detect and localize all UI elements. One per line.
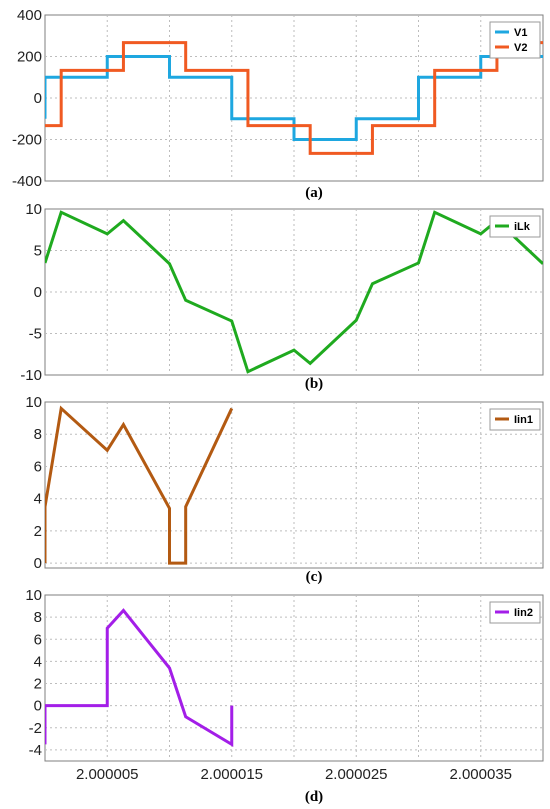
panel-caption: (a) (305, 185, 323, 201)
panel-caption: (b) (305, 376, 323, 392)
panel-b: 10 5 0 -5 -10 iLk (b) (20, 201, 544, 392)
panel-c: 10 8 6 4 2 0 Iin1 (c) (25, 394, 544, 585)
y-tick-label: 200 (17, 49, 42, 66)
panel-a: 400 200 0 -200 -400 V1 V2 (a) (12, 7, 544, 201)
legend-label: V2 (514, 42, 527, 54)
y-tick-label: 6 (34, 458, 42, 475)
series-line-ilk (45, 210, 543, 374)
series-line-v1 (45, 55, 543, 141)
y-tick-label: 4 (34, 653, 42, 670)
panel-caption: (c) (306, 569, 323, 585)
y-tick-label: -10 (20, 367, 42, 384)
x-tick-label: 2.000035 (449, 766, 512, 783)
legend-label: Iin1 (514, 414, 533, 426)
panel-caption: (d) (305, 789, 323, 805)
y-tick-label: 0 (34, 698, 42, 715)
y-tick-label: 10 (25, 394, 42, 411)
series-line-v2 (45, 41, 543, 155)
legend-label: V1 (514, 27, 527, 39)
x-tick-label: 2.000025 (325, 766, 388, 783)
y-tick-label: 10 (25, 201, 42, 218)
y-tick-label: 8 (34, 609, 42, 626)
y-tick-label: -4 (29, 742, 42, 759)
y-tick-label: 2 (34, 676, 42, 693)
series-line-iin1 (45, 405, 234, 565)
legend (489, 215, 541, 238)
y-tick-label: 0 (34, 555, 42, 572)
y-tick-label: -2 (29, 720, 42, 737)
x-tick-label: 2.000015 (200, 766, 263, 783)
y-tick-label: 400 (17, 7, 42, 24)
legend (489, 21, 541, 59)
y-tick-label: -5 (29, 326, 42, 343)
y-tick-label: 4 (34, 491, 42, 508)
x-tick-label: 2.000005 (76, 766, 139, 783)
y-tick-label: 0 (34, 90, 42, 107)
y-tick-label: 2 (34, 523, 42, 540)
y-tick-label: -200 (12, 132, 42, 149)
y-tick-label: -400 (12, 173, 42, 190)
y-tick-label: 6 (34, 631, 42, 648)
legend (489, 601, 541, 624)
y-tick-label: 8 (34, 426, 42, 443)
y-tick-label: 5 (34, 243, 42, 260)
series-line-iin2 (45, 608, 234, 748)
legend (489, 408, 541, 431)
y-tick-label: 10 (25, 587, 42, 604)
plot-frame (44, 401, 544, 569)
y-tick-label: 0 (34, 284, 42, 301)
panel-d: 10 8 6 4 2 0 -2 -4 Iin2 2.000005 2.000015 2.000025 2… (25, 587, 544, 805)
legend-label: Iin2 (514, 607, 533, 619)
legend-label: iLk (514, 221, 531, 233)
